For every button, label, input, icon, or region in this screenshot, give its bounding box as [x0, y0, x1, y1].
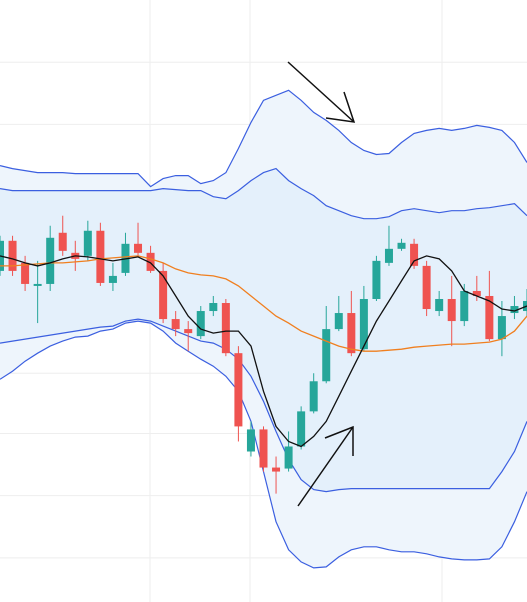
candle-body [234, 353, 243, 427]
annotation-arrows [287, 61, 356, 507]
candle-body [184, 329, 193, 334]
band-lower-line [0, 320, 527, 569]
candle-body [171, 319, 180, 330]
candle-body [83, 230, 92, 256]
candle-body [510, 306, 519, 314]
candle-body [96, 230, 105, 283]
candle-body [196, 311, 205, 337]
candle-body [221, 303, 230, 354]
candle-body [472, 290, 481, 296]
candle-body [384, 248, 393, 263]
candle-body [108, 275, 117, 283]
arrow-head [325, 91, 356, 123]
candle-body [334, 313, 343, 330]
arrow-shaft [297, 426, 354, 507]
band-lower-line [0, 318, 527, 493]
candle-body [33, 283, 42, 286]
candle-body [410, 243, 419, 266]
candle-body [58, 232, 67, 251]
candle-body [309, 381, 318, 412]
arrow-shaft [287, 61, 355, 123]
arrow-head [324, 425, 354, 456]
candle-body [497, 316, 506, 340]
candle-body [159, 270, 168, 320]
candle-body [21, 262, 30, 284]
moving-average-line [0, 255, 527, 352]
candle-body [146, 252, 155, 271]
candle-body [359, 298, 368, 350]
candle-body [447, 298, 456, 322]
candle-body [485, 295, 494, 340]
candle-body [372, 260, 381, 299]
candle-body [397, 242, 406, 249]
candle-body [523, 301, 527, 312]
candle-body [422, 265, 431, 310]
candle-body [460, 290, 469, 322]
candle-body [297, 411, 306, 447]
candle-body [46, 237, 55, 284]
candle-body [8, 240, 17, 271]
candle-body [209, 303, 218, 312]
moving-average-line [0, 255, 527, 448]
band-fill [0, 168, 527, 492]
band-upper-line [0, 167, 527, 220]
candle-body [322, 329, 331, 382]
candle-body [272, 467, 281, 472]
candle-body [284, 446, 293, 469]
candle-body [435, 298, 444, 312]
candle-body [347, 313, 356, 354]
candle-body [246, 429, 255, 452]
candle-body [259, 429, 268, 468]
band-upper-line [0, 89, 527, 188]
candle-body [134, 243, 143, 253]
